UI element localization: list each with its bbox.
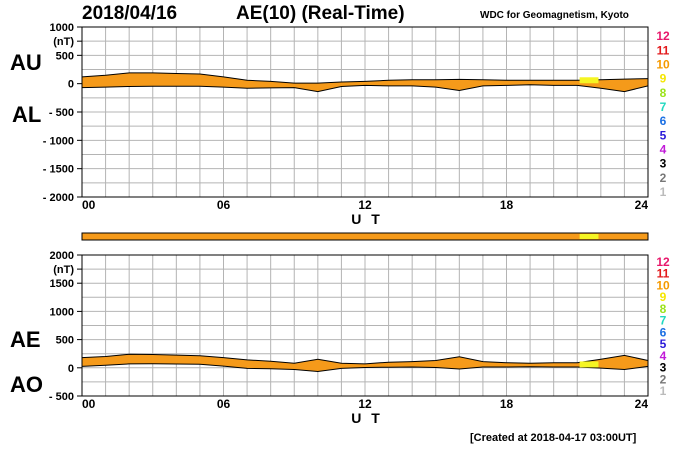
legend-item: 1 bbox=[660, 185, 667, 199]
y-tick-label: - 2000 bbox=[43, 192, 74, 204]
plot-frame bbox=[81, 254, 649, 397]
y-tick-label: (nT) bbox=[53, 36, 74, 48]
y-tick-label: (nT) bbox=[53, 264, 74, 276]
highlight-segment bbox=[579, 361, 599, 368]
legend-item: 8 bbox=[660, 86, 667, 100]
x-axis-label: U T bbox=[351, 211, 383, 227]
x-tick-label: 24 bbox=[635, 198, 649, 212]
x-tick-label: 18 bbox=[500, 397, 514, 411]
au-label: AU bbox=[10, 50, 42, 75]
x-tick-label: 06 bbox=[217, 198, 231, 212]
x-tick-label: 12 bbox=[358, 198, 372, 212]
x-tick-label: 00 bbox=[82, 397, 96, 411]
x-tick-label: 06 bbox=[217, 397, 231, 411]
x-tick-label: 12 bbox=[358, 397, 372, 411]
series-ae-line bbox=[81, 353, 649, 365]
legend-item: 6 bbox=[660, 325, 667, 339]
y-tick-label: 1500 bbox=[50, 278, 74, 290]
legend-item: 10 bbox=[656, 278, 670, 292]
y-tick-label: - 1000 bbox=[43, 135, 74, 147]
highlight-segment bbox=[579, 77, 599, 84]
legend-item: 12 bbox=[656, 255, 670, 269]
legend-item: 9 bbox=[660, 290, 667, 304]
band-ae-ao bbox=[82, 354, 648, 372]
y-tick-label: 1000 bbox=[50, 22, 74, 34]
legend-item: 2 bbox=[660, 372, 667, 386]
legend-item: 7 bbox=[660, 100, 667, 114]
y-tick-label: 0 bbox=[68, 79, 74, 91]
y-tick-label: 0 bbox=[68, 363, 74, 375]
status-bar-highlight bbox=[579, 234, 599, 239]
x-tick-label: 00 bbox=[82, 198, 96, 212]
x-tick-label: 18 bbox=[500, 198, 514, 212]
x-axis-label: U T bbox=[351, 410, 383, 426]
ao-label: AO bbox=[10, 372, 43, 397]
ae-label: AE bbox=[10, 327, 41, 352]
legend-item: 10 bbox=[656, 58, 670, 72]
legend-item: 8 bbox=[660, 302, 667, 316]
legend-item: 9 bbox=[660, 72, 667, 86]
y-tick-label: 500 bbox=[56, 50, 74, 62]
legend-item: 4 bbox=[660, 143, 667, 157]
x-tick-label: 24 bbox=[635, 397, 649, 411]
organization-label: WDC for Geomagnetism, Kyoto bbox=[480, 10, 629, 21]
legend-item: 11 bbox=[657, 267, 670, 281]
legend-item: 6 bbox=[660, 114, 667, 128]
series-al-line bbox=[81, 84, 649, 93]
chart-title: AE(10) (Real-Time) bbox=[236, 3, 405, 24]
series-ao-line bbox=[81, 363, 649, 373]
chart-date: 2018/04/16 bbox=[82, 3, 178, 24]
legend-item: 5 bbox=[660, 128, 667, 142]
legend-item: 2 bbox=[660, 171, 667, 185]
y-tick-label: 1000 bbox=[50, 306, 74, 318]
legend-item: 3 bbox=[660, 157, 667, 171]
y-tick-label: 500 bbox=[56, 335, 74, 347]
legend-item: 12 bbox=[656, 29, 670, 43]
legend-item: 11 bbox=[657, 43, 670, 57]
created-timestamp: [Created at 2018-04-17 03:00UT] bbox=[470, 432, 637, 444]
legend-item: 5 bbox=[660, 337, 667, 351]
y-tick-label: - 500 bbox=[49, 391, 74, 403]
series-au-line bbox=[81, 72, 649, 84]
status-bar bbox=[81, 232, 649, 241]
y-tick-label: 2000 bbox=[50, 250, 74, 262]
y-tick-label: - 500 bbox=[49, 107, 74, 119]
y-tick-label: - 1500 bbox=[43, 164, 74, 176]
al-label: AL bbox=[12, 102, 42, 127]
legend-item: 4 bbox=[660, 349, 667, 363]
legend-item: 3 bbox=[660, 361, 667, 375]
legend-item: 7 bbox=[660, 314, 667, 328]
legend-item: 1 bbox=[660, 384, 667, 398]
